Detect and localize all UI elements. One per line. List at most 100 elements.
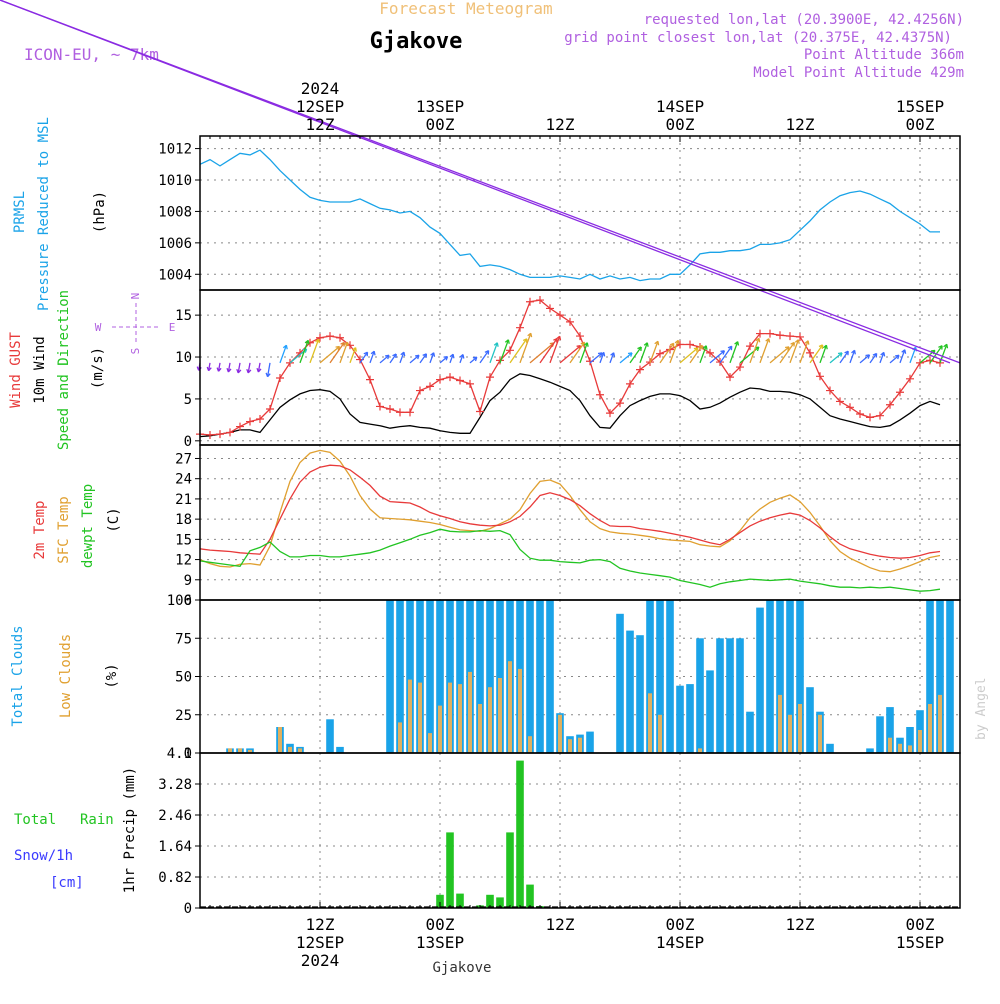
gridpoint-coords: grid point closest lon,lat (20.375E, 42.… (564, 30, 952, 46)
low-cloud-bar (428, 733, 432, 753)
gust-marker (936, 358, 944, 367)
total-cloud-bar (416, 600, 424, 753)
y-tick-label: 1004 (158, 267, 192, 283)
gust-marker (786, 332, 794, 341)
wind-arrow-head (553, 338, 558, 343)
gust-marker (516, 323, 524, 332)
wind-arrow (659, 342, 675, 364)
t2m-label: 2m Temp (32, 500, 48, 559)
total-cloud-bar (866, 748, 874, 753)
wind-arrow-head (669, 342, 675, 348)
gust-marker (596, 390, 604, 399)
compass-w: W (95, 321, 102, 334)
y-tick-label: 0 (184, 434, 192, 450)
gust-marker (706, 348, 714, 357)
chart-marks: 1004 1006 1008 1010 1012 0 5 10 15 6 9 12 15 18 21 24 27… (0, 0, 961, 970)
time-label-bottom: 14SEP (656, 933, 704, 952)
time-label-top: 2024 (301, 79, 340, 98)
time-label-top: 12Z (546, 115, 575, 134)
gust-marker (266, 404, 274, 413)
wind-arrow (729, 341, 739, 364)
gust-marker (686, 340, 694, 349)
wind-arrow (679, 347, 699, 364)
gust-marker (876, 411, 884, 420)
gust-marker (746, 342, 754, 351)
gust-marker (256, 415, 264, 424)
low-clouds-label: Low Clouds (58, 634, 74, 718)
model-name: ICON-EU, ~ 7km (24, 45, 159, 64)
y-tick-label: 1006 (158, 236, 192, 252)
prmsl-line (199, 149, 940, 282)
gust-marker (636, 365, 644, 374)
total-cloud-bar (786, 600, 794, 753)
rain-bar (486, 894, 494, 908)
footer-station: Gjakove (432, 960, 491, 976)
top-title: Forecast Meteogram (379, 0, 552, 18)
y-tick-label: 9 (184, 573, 192, 589)
wind-arrow (539, 338, 558, 364)
wind-arrow (549, 335, 561, 364)
y-tick-label: 1008 (158, 204, 192, 220)
y-tick-label: 3.28 (158, 777, 192, 793)
time-label-bottom: 13SEP (416, 933, 464, 952)
compass-s: S (129, 348, 142, 355)
y-tick-label: 1012 (158, 142, 192, 158)
gust-marker (496, 356, 504, 365)
total-cloud-bar (486, 600, 494, 753)
wind-arrow-head (837, 352, 843, 357)
total-cloud-bar (336, 746, 344, 753)
wind-arrow (879, 352, 885, 364)
panel-frame (199, 135, 961, 291)
time-label-bottom: 12SEP (296, 933, 344, 952)
total-cloud-bar (716, 638, 724, 754)
total-cloud-bar (926, 600, 934, 753)
wind-arrow (519, 332, 532, 364)
wind-arrow-head (493, 342, 499, 347)
wind-arrow (0, 0, 961, 364)
y-tick-label: 10 (175, 350, 192, 366)
total-cloud-bar (936, 600, 944, 753)
total-cloud-bar (776, 600, 784, 753)
wind-arrow (479, 350, 490, 364)
total-cloud-bar (496, 600, 504, 753)
gust-marker (436, 375, 444, 384)
low-cloud-bar (498, 678, 502, 753)
y-tick-label: 1010 (158, 173, 192, 189)
total-cloud-bar (706, 670, 714, 753)
wind-arrow-head (384, 354, 390, 360)
low-cloud-bar (468, 671, 472, 753)
wind-arrow (227, 362, 231, 373)
gust-marker (916, 358, 924, 367)
wind-arrow (499, 339, 510, 364)
low-cloud-bar (458, 684, 462, 753)
wind-arrow-head (583, 342, 589, 347)
wind-arrow-head (720, 350, 726, 355)
wind-arrow-head (785, 346, 790, 351)
y-tick-label: 50 (175, 670, 192, 686)
low-cloud-bar (438, 705, 442, 753)
wind-arrow (257, 362, 261, 373)
total-cloud-bar (436, 600, 444, 753)
gust-marker (606, 409, 614, 418)
compass-icon: N S W E (95, 293, 176, 355)
wind-arrow-head (472, 356, 478, 362)
wind-arrow-head (880, 351, 886, 357)
wind-arrow (749, 338, 760, 364)
gust-marker (906, 374, 914, 383)
time-label-top: 15SEP (896, 97, 944, 116)
wind-arrow (719, 345, 733, 364)
wind-arrow (389, 353, 397, 364)
wind-arrow-head (674, 339, 680, 345)
rain-bar (436, 894, 444, 908)
wind-arrow-head (804, 340, 810, 345)
y-tick-label: 5 (184, 392, 192, 408)
wind-arrow (799, 340, 809, 364)
y-tick-label: 0 (184, 901, 192, 917)
wind-arrow-head (943, 343, 949, 349)
rain-bar (496, 897, 504, 908)
wind-arrow (599, 352, 605, 364)
total-cloud-bar (736, 638, 744, 754)
point-altitude: Point Altitude 366m (804, 47, 964, 63)
time-label-bottom: 12Z (786, 915, 815, 934)
total-cloud-bar (636, 635, 644, 753)
